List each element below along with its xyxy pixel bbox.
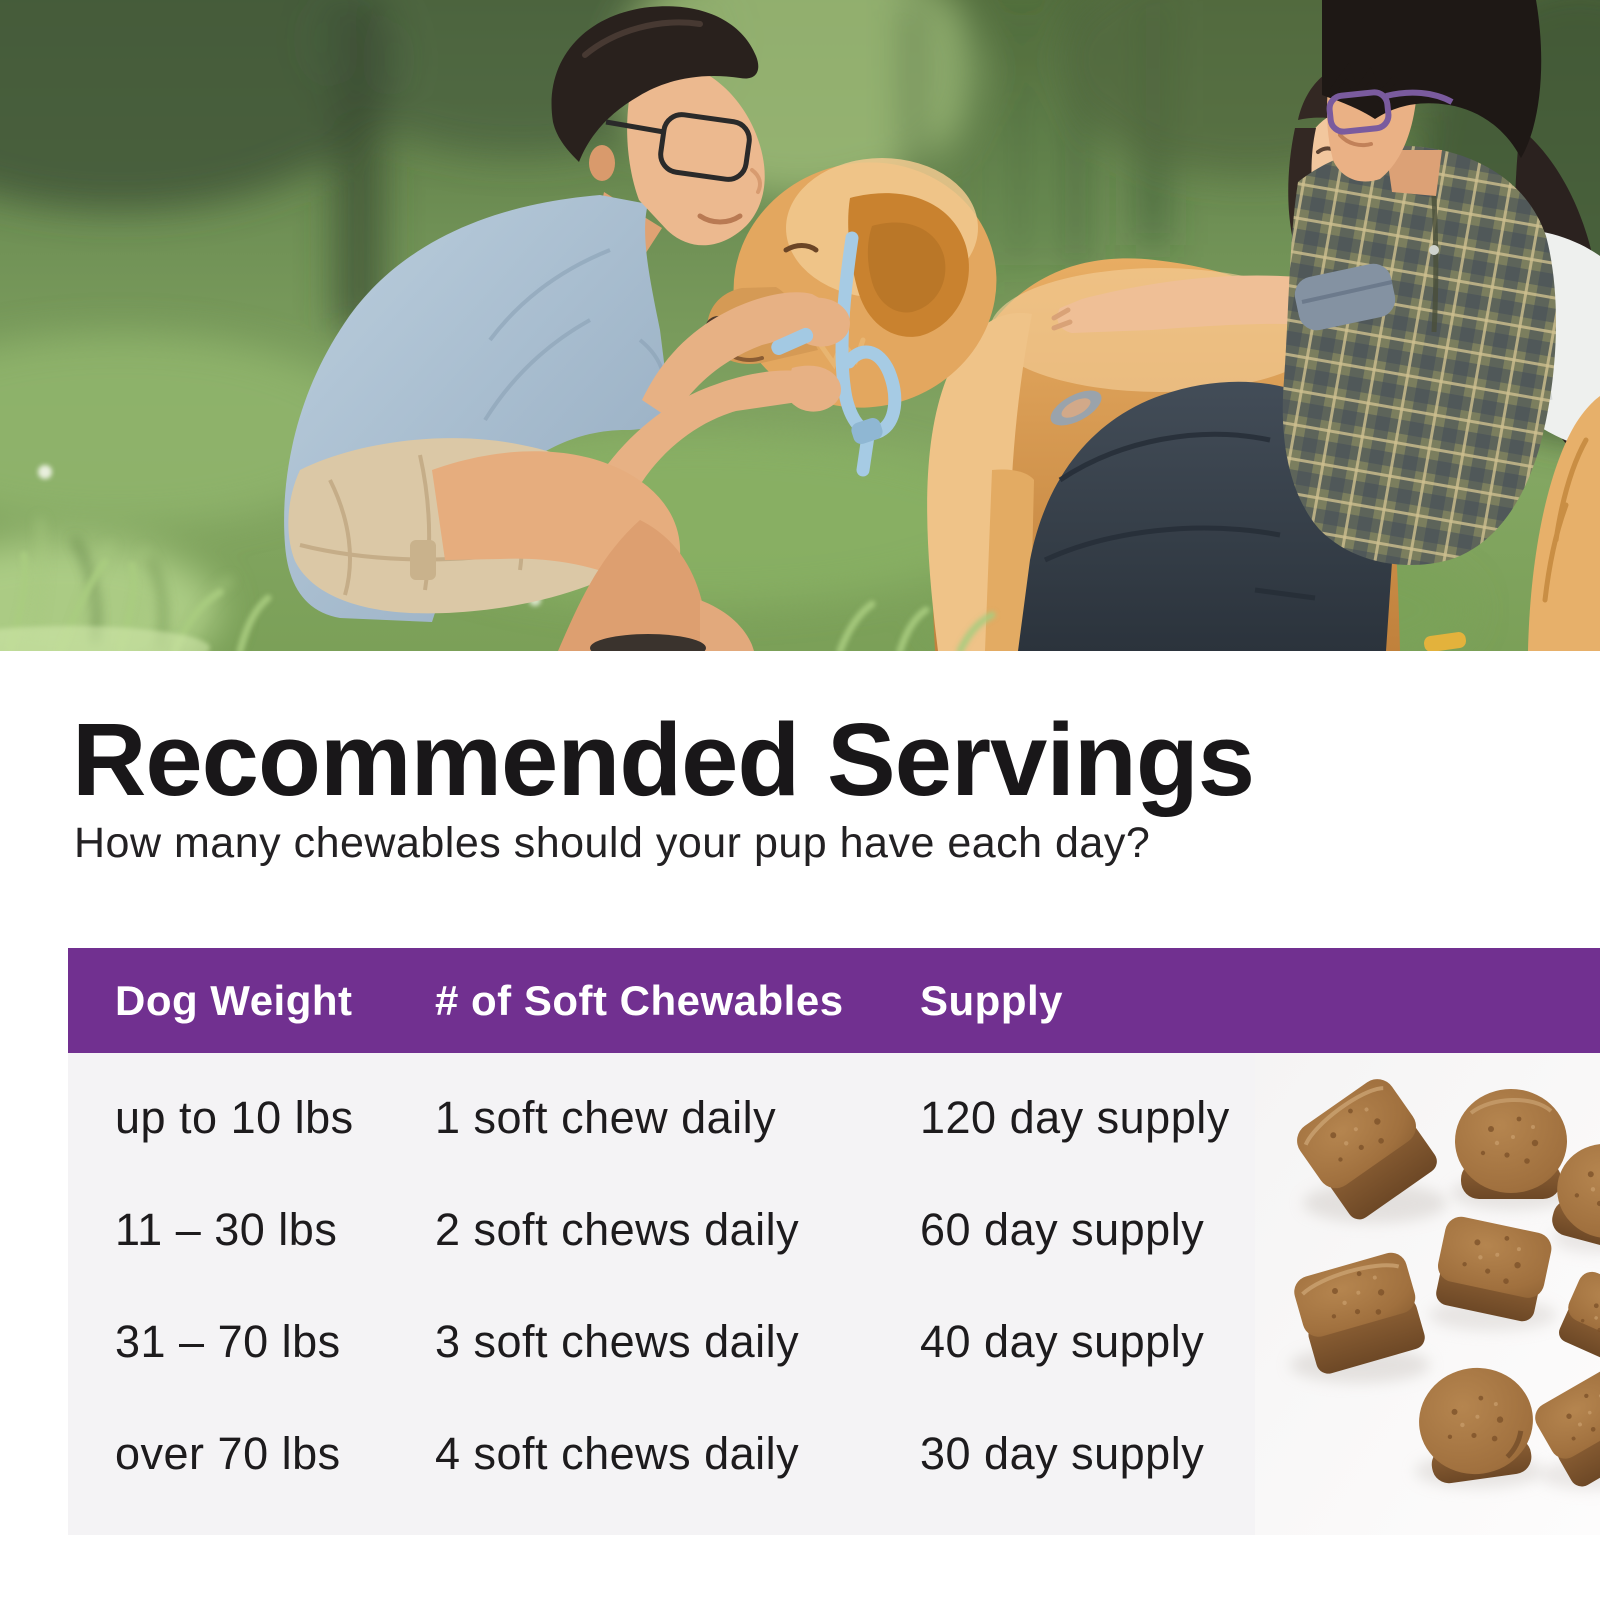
soft-chew xyxy=(1419,1367,1533,1484)
servings-table: Dog Weight # of Soft Chewables Supply up… xyxy=(68,948,1600,1535)
soft-chew xyxy=(1297,1079,1437,1220)
man-legs xyxy=(432,451,754,651)
cell-weight: up to 10 lbs xyxy=(115,1092,354,1143)
cell-weight: 31 – 70 lbs xyxy=(115,1316,341,1367)
soft-chew xyxy=(1294,1252,1425,1374)
table-row: up to 10 lbs 1 soft chew daily 120 day s… xyxy=(68,1062,1600,1174)
table-row: over 70 lbs 4 soft chews daily 30 day su… xyxy=(68,1398,1600,1510)
cell-weight: over 70 lbs xyxy=(115,1428,341,1479)
page-title: Recommended Servings xyxy=(72,702,1255,817)
soft-chews-photo xyxy=(1255,1053,1600,1535)
boy-shirt xyxy=(1282,145,1557,566)
foreground-grass xyxy=(0,551,996,651)
table-row: 11 – 30 lbs 2 soft chews daily 60 day su… xyxy=(68,1174,1600,1286)
man-figure xyxy=(284,6,850,651)
cell-supply: 60 day supply xyxy=(920,1204,1205,1255)
boy-figure xyxy=(1018,0,1600,651)
table-header-row: Dog Weight # of Soft Chewables Supply xyxy=(68,948,1600,1053)
header-supply: Supply xyxy=(920,976,1064,1024)
header-dog-weight: Dog Weight xyxy=(115,976,353,1024)
cell-supply: 120 day supply xyxy=(920,1092,1230,1143)
soft-chew xyxy=(1455,1089,1567,1199)
soft-chew xyxy=(1535,1367,1600,1487)
man-glasses xyxy=(605,112,752,182)
cell-weight: 11 – 30 lbs xyxy=(115,1204,338,1255)
family-dog-photo xyxy=(0,0,1600,651)
cell-supply: 40 day supply xyxy=(920,1316,1205,1367)
cell-supply: 30 day supply xyxy=(920,1428,1205,1479)
table-row: 31 – 70 lbs 3 soft chews daily 40 day su… xyxy=(68,1286,1600,1398)
boy-glasses xyxy=(1326,89,1454,135)
header-chewables: # of Soft Chewables xyxy=(435,976,844,1024)
table-body: up to 10 lbs 1 soft chew daily 120 day s… xyxy=(68,1053,1600,1535)
soft-chew xyxy=(1552,1143,1600,1252)
boy-head xyxy=(1322,0,1542,196)
soft-chew xyxy=(1559,1271,1600,1367)
cell-chews: 4 soft chews daily xyxy=(435,1428,800,1479)
soft-chews-illustration xyxy=(1255,1053,1600,1535)
cell-chews: 3 soft chews daily xyxy=(435,1316,800,1367)
page-subtitle: How many chewables should your pup have … xyxy=(74,819,1151,867)
cell-chews: 2 soft chews daily xyxy=(435,1204,800,1255)
soft-chew xyxy=(1436,1216,1552,1322)
cell-chews: 1 soft chew daily xyxy=(435,1092,777,1143)
man-head xyxy=(551,6,765,246)
